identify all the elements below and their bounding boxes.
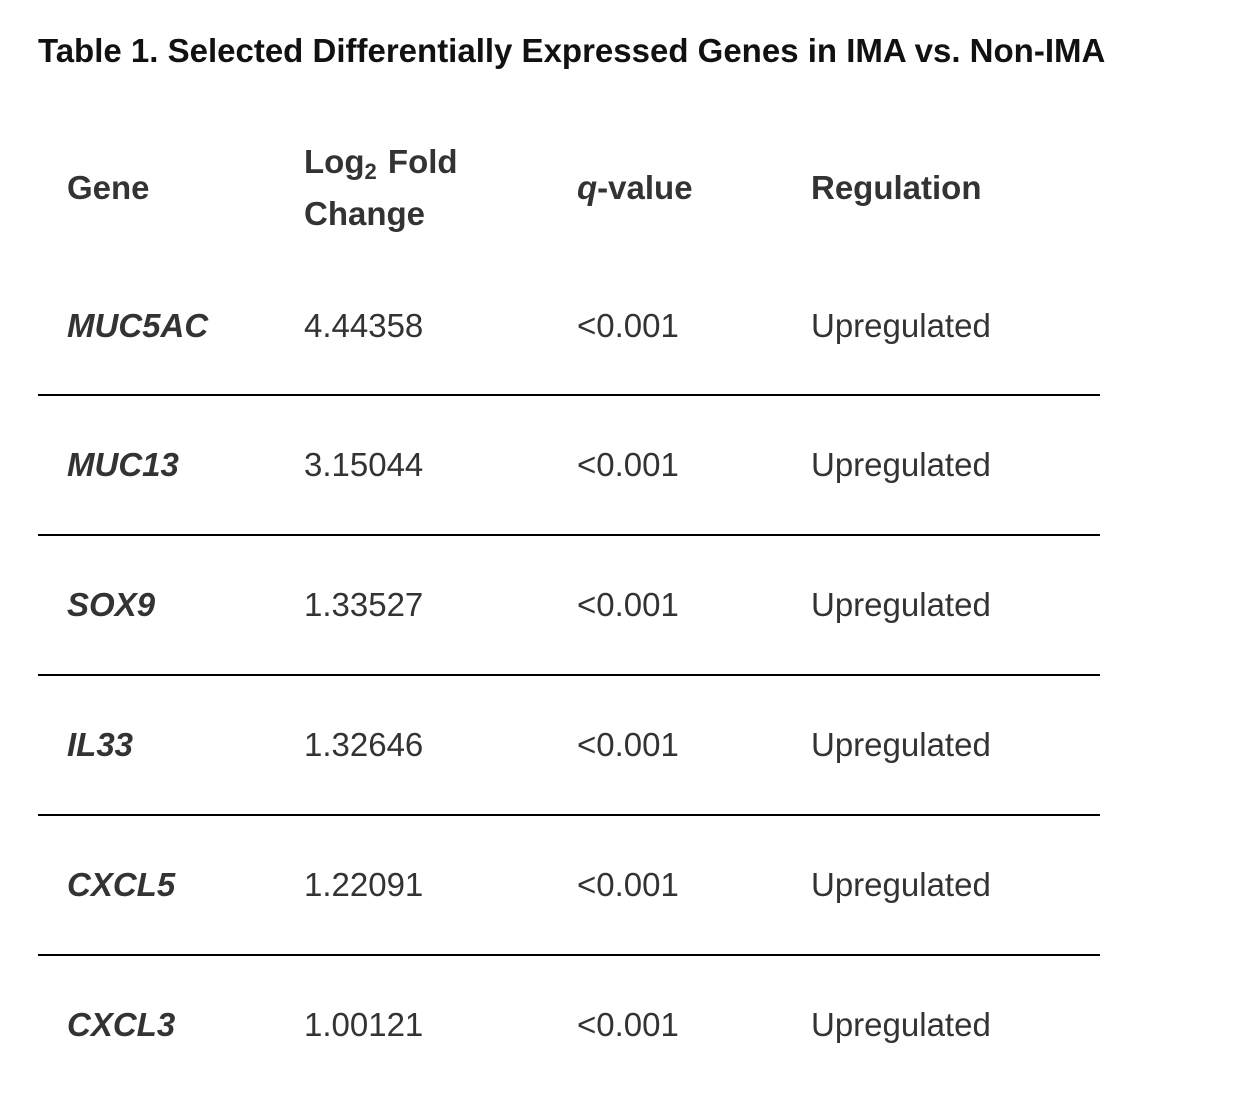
gene-table: Gene Log2 Fold Change q-value Regulation…: [38, 118, 1100, 1094]
log2-fold-change: 3.15044: [304, 446, 424, 483]
table-row: CXCL5 1.22091 <0.001 Upregulated: [38, 814, 1100, 954]
log2-fold-change: 1.22091: [304, 866, 424, 903]
regulation: Upregulated: [811, 586, 991, 623]
gene-name: CXCL3: [67, 1006, 176, 1043]
q-value: <0.001: [577, 586, 679, 623]
gene-name: IL33: [67, 726, 134, 763]
table-row: CXCL3 1.00121 <0.001 Upregulated: [38, 954, 1100, 1094]
log2-fold-change: 4.44358: [304, 307, 424, 344]
table-caption: Table 1. Selected Differentially Express…: [38, 32, 1106, 69]
q-value: <0.001: [577, 866, 679, 903]
regulation: Upregulated: [811, 307, 991, 344]
gene-name: MUC5AC: [67, 307, 209, 344]
header-q-value: q-value: [577, 164, 693, 212]
regulation: Upregulated: [811, 726, 991, 763]
header-fold-text: Fold: [387, 143, 458, 180]
header-q-rest: -value: [597, 169, 693, 206]
regulation: Upregulated: [811, 446, 991, 483]
gene-name: MUC13: [67, 446, 179, 483]
table-row: MUC5AC 4.44358 <0.001 Upregulated: [38, 258, 1100, 394]
table-row: IL33 1.32646 <0.001 Upregulated: [38, 674, 1100, 814]
q-value: <0.001: [577, 307, 679, 344]
header-log2-fold-change: Log2 Fold Change: [304, 138, 458, 238]
log2-fold-change: 1.33527: [304, 586, 424, 623]
header-q-letter: q: [577, 169, 598, 206]
header-regulation: Regulation: [811, 169, 982, 206]
regulation: Upregulated: [811, 866, 991, 903]
log2-fold-change: 1.32646: [304, 726, 424, 763]
table-row: MUC13 3.15044 <0.001 Upregulated: [38, 394, 1100, 534]
gene-name: SOX9: [67, 586, 156, 623]
q-value: <0.001: [577, 1006, 679, 1043]
header-change-text: Change: [304, 195, 426, 232]
q-value: <0.001: [577, 726, 679, 763]
gene-name: CXCL5: [67, 866, 176, 903]
q-value: <0.001: [577, 446, 679, 483]
table-header-row: Gene Log2 Fold Change q-value Regulation: [38, 118, 1100, 258]
header-log-text: Log: [304, 143, 365, 180]
table-row: SOX9 1.33527 <0.001 Upregulated: [38, 534, 1100, 674]
header-gene: Gene: [67, 169, 150, 206]
header-log-subscript: 2: [364, 159, 377, 184]
log2-fold-change: 1.00121: [304, 1006, 424, 1043]
regulation: Upregulated: [811, 1006, 991, 1043]
